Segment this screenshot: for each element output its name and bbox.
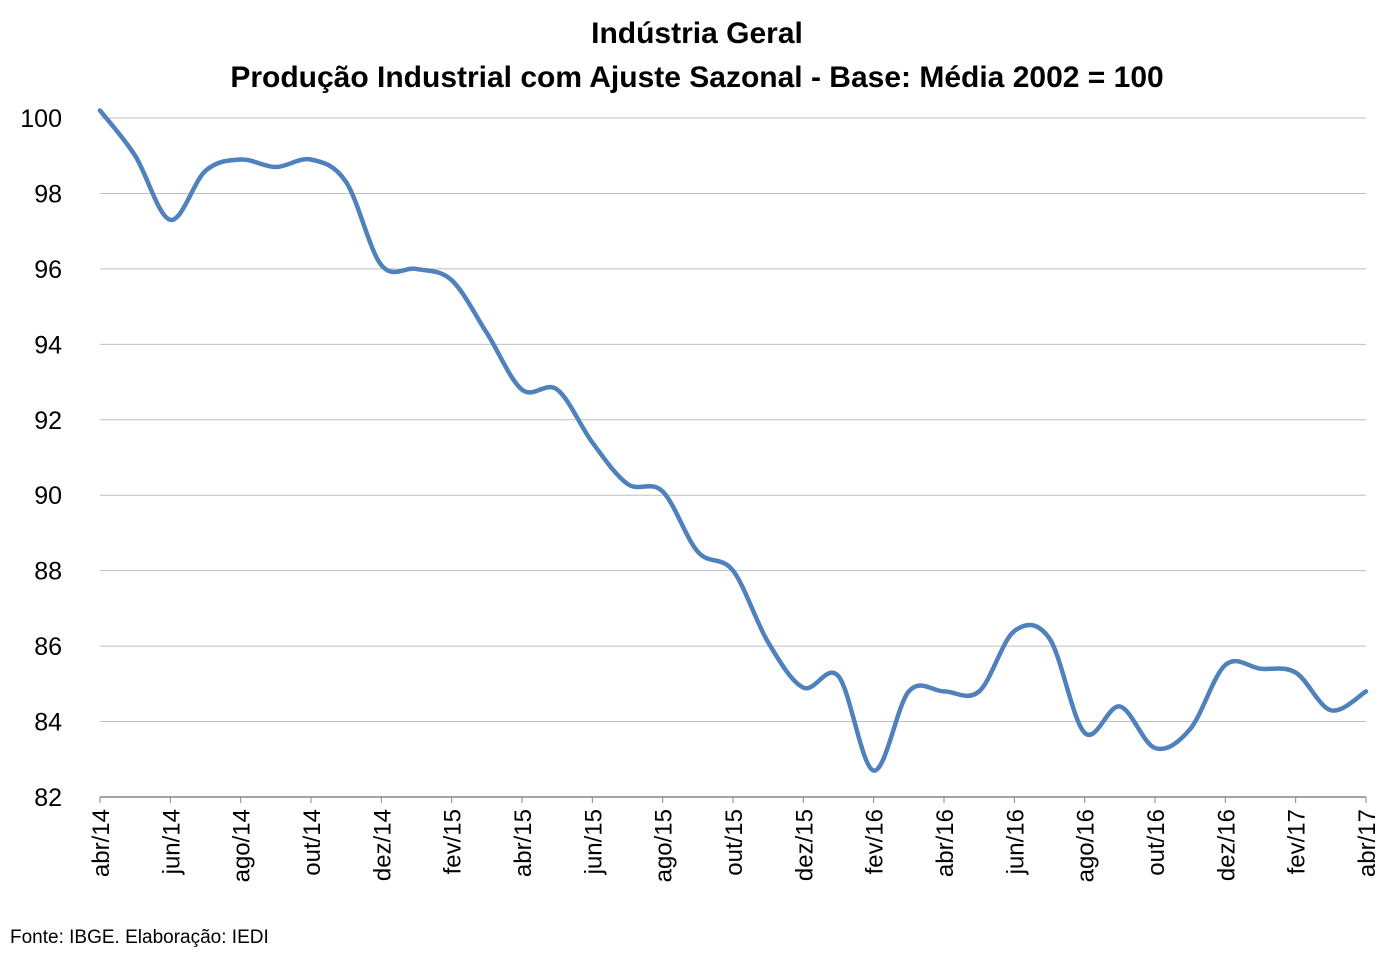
source-note: Fonte: IBGE. Elaboração: IEDI (10, 927, 269, 948)
x-tick-label: abr/15 (510, 809, 537, 877)
x-tick-label: out/16 (1143, 809, 1170, 876)
y-tick-label: 96 (34, 256, 62, 284)
x-tick-label: ago/14 (229, 809, 256, 882)
chart-title: Indústria Geral (591, 17, 803, 50)
y-tick-label: 88 (34, 558, 62, 586)
x-tick-label: ago/15 (651, 809, 678, 882)
x-tick-label: fev/17 (1284, 809, 1311, 874)
x-tick-label: jun/14 (158, 809, 185, 875)
x-tick-label: jun/15 (580, 809, 607, 875)
series-line-0 (97, 108, 1369, 773)
gridlines (100, 117, 1366, 723)
y-tick-label: 100 (20, 105, 62, 133)
x-axis-ticks: abr/14 jun/14 ago/14 out/14 dez/14 fev/15 abr/… (88, 797, 1381, 882)
x-tick-label: out/14 (299, 809, 326, 876)
x-tick-label: fev/15 (440, 809, 467, 874)
series-group (97, 108, 1369, 773)
x-tick-label: dez/16 (1213, 809, 1240, 881)
x-tick-label: jun/16 (1002, 809, 1029, 875)
y-tick-label: 90 (34, 482, 62, 510)
x-tick-label: abr/14 (88, 809, 115, 877)
y-tick-label: 84 (34, 709, 62, 737)
y-tick-label: 92 (34, 407, 62, 435)
x-tick-label: abr/16 (932, 809, 959, 877)
y-tick-label: 82 (34, 784, 62, 812)
y-tick-label: 86 (34, 633, 62, 661)
x-tick-label: fev/16 (862, 809, 889, 874)
y-axis-ticks: 82 84 86 88 90 92 94 96 98 100 (20, 105, 62, 812)
y-tick-label: 94 (34, 331, 62, 359)
chart-subtitle: Produção Industrial com Ajuste Sazonal -… (230, 61, 1163, 94)
x-tick-label: dez/15 (791, 809, 818, 881)
x-tick-label: ago/16 (1073, 809, 1100, 882)
x-tick-label: abr/17 (1354, 809, 1381, 877)
x-tick-label: dez/14 (369, 809, 396, 881)
x-tick-label: out/15 (721, 809, 748, 876)
y-tick-label: 98 (34, 180, 62, 208)
